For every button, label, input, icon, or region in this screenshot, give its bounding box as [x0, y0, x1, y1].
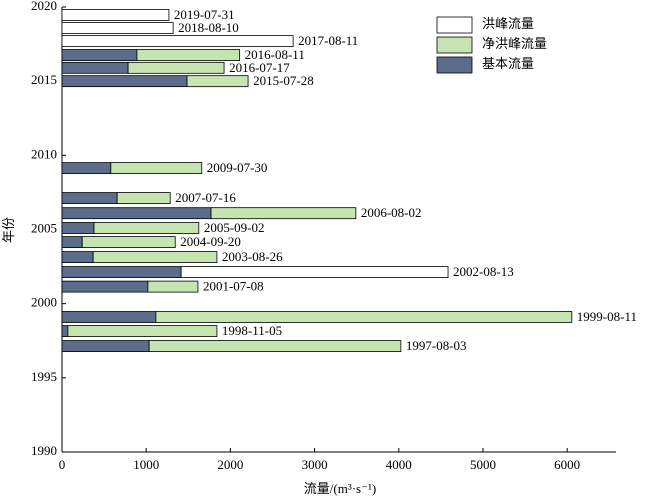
- y-tick-label: 1995: [31, 369, 57, 384]
- bar-segment: [186, 75, 249, 88]
- y-tick-label: 2000: [31, 295, 57, 310]
- data-label: 2001-07-08: [203, 279, 264, 294]
- legend-label: 洪峰流量: [482, 16, 534, 31]
- bar-segment: [92, 251, 218, 263]
- bar-segment: [61, 22, 174, 34]
- legend-swatch: [436, 16, 473, 34]
- bar-segment: [61, 251, 94, 263]
- data-label: 2009-07-30: [207, 160, 268, 175]
- bar-segment: [61, 222, 95, 234]
- y-tick-label: 1990: [31, 443, 57, 458]
- bar-segment: [61, 35, 294, 48]
- bar-segment: [61, 266, 182, 278]
- bar-segment: [116, 192, 171, 204]
- data-label: 2016-07-17: [229, 60, 290, 75]
- data-label: 2015-07-28: [253, 73, 314, 88]
- bar-segment: [67, 325, 218, 338]
- data-label: 2017-08-11: [298, 33, 358, 48]
- bar-segment: [61, 207, 212, 220]
- bar-segment: [110, 162, 203, 174]
- data-label: 1999-08-11: [577, 309, 637, 324]
- bar-segment: [61, 311, 157, 323]
- bar-segment: [81, 236, 176, 249]
- y-tick-label: 2015: [31, 72, 57, 87]
- y-tick-label: 2020: [31, 0, 57, 13]
- data-label: 1997-08-03: [406, 338, 467, 353]
- legend-label: 净洪峰流量: [482, 36, 547, 51]
- data-label: 2006-08-02: [361, 205, 422, 220]
- bar-segment: [61, 192, 118, 204]
- legend-label: 基本流量: [482, 56, 534, 71]
- y-tick-label: 2005: [31, 220, 57, 235]
- x-tick-label: 1000: [133, 457, 159, 472]
- legend-swatch: [436, 56, 473, 74]
- bar-segment: [93, 222, 200, 234]
- x-tick-label: 5000: [470, 457, 496, 472]
- bar-segment: [61, 325, 69, 338]
- data-label: 2004-09-20: [180, 234, 241, 249]
- bar-segment: [210, 207, 357, 220]
- data-label: 2005-09-02: [204, 220, 265, 235]
- data-label: 2002-08-13: [453, 264, 514, 279]
- bar-segment: [61, 236, 83, 249]
- bar-segment: [61, 9, 170, 21]
- bar-segment: [180, 266, 449, 278]
- y-axis-label: 年份: [1, 217, 16, 243]
- bar-segment: [155, 311, 573, 323]
- data-label: 2007-07-16: [175, 190, 236, 205]
- bar-segment: [136, 49, 241, 61]
- bar-segment: [61, 162, 112, 174]
- bar-segment: [61, 75, 188, 88]
- data-label: 2016-08-11: [245, 47, 305, 62]
- bar-segment: [148, 340, 402, 352]
- x-tick-label: 0: [59, 457, 66, 472]
- bar-segment: [147, 280, 199, 293]
- x-tick-label: 2000: [217, 457, 243, 472]
- data-label: 2003-08-26: [222, 249, 283, 264]
- bar-segment: [61, 280, 149, 293]
- y-tick-label: 2010: [31, 146, 57, 161]
- data-label: 2019-07-31: [174, 7, 235, 22]
- bar-segment: [61, 340, 150, 352]
- bar-segment: [61, 61, 129, 74]
- data-label: 1998-11-05: [222, 323, 282, 338]
- x-tick-label: 6000: [554, 457, 580, 472]
- legend-swatch: [436, 36, 473, 54]
- bar-segment: [61, 49, 138, 61]
- bar-segment: [127, 61, 225, 74]
- data-label: 2018-08-10: [178, 20, 239, 35]
- x-axis-label: 流量/(m³·s⁻¹): [304, 481, 376, 496]
- x-tick-label: 3000: [302, 457, 328, 472]
- x-tick-label: 4000: [386, 457, 412, 472]
